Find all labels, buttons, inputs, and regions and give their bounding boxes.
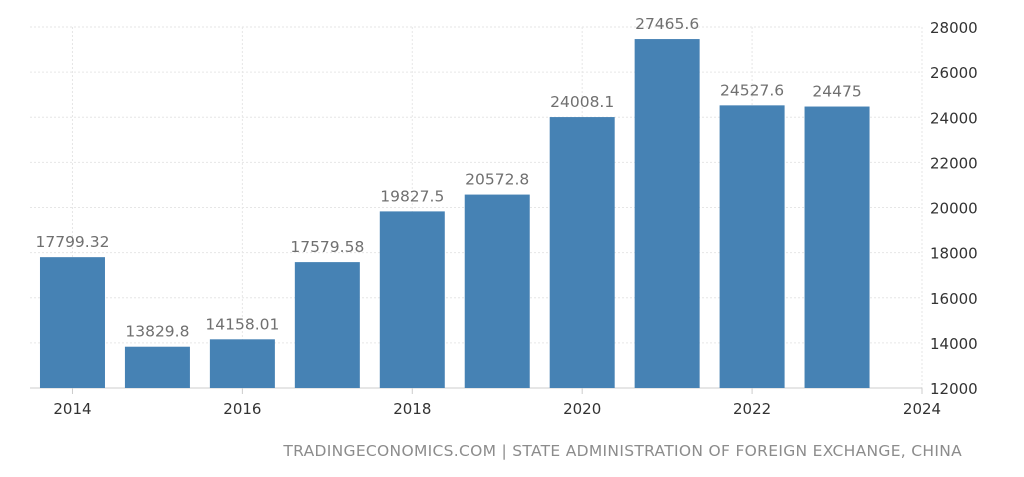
bar-2015 [124,346,190,388]
x-tick-label: 2014 [53,400,91,418]
bar-2017 [294,262,360,388]
x-tick-label: 2018 [393,400,431,418]
source-attribution: TRADINGECONOMICS.COM | STATE ADMINISTRAT… [283,442,962,460]
bar-2023 [804,106,870,389]
x-tick-label: 2022 [733,400,771,418]
bar-2014 [39,257,105,388]
data-label-2016: 14158.01 [205,315,279,333]
y-tick-label: 26000 [930,64,978,82]
x-tick-label: 2016 [223,400,261,418]
data-label-2019: 20572.8 [465,171,529,189]
bar-2018 [379,211,445,388]
data-label-2023: 24475 [812,83,861,101]
bar-2020 [549,117,615,388]
y-axis-ticks: 12000 14000 16000 18000 20000 22000 24000 26000… [930,19,978,398]
y-tick-label: 12000 [930,380,978,398]
bars [39,39,870,389]
x-tick-label: 2024 [903,400,941,418]
data-label-2022: 24527.6 [720,81,784,99]
y-tick-label: 16000 [930,290,978,308]
bar-2019 [464,194,530,388]
bar-2021 [634,39,700,388]
data-label-2014: 17799.32 [35,233,109,251]
y-tick-label: 22000 [930,154,978,172]
x-tick-label: 2020 [563,400,601,418]
y-tick-label: 28000 [930,19,978,37]
y-tick-label: 14000 [930,335,978,353]
data-label-2017: 17579.58 [290,238,364,256]
data-label-2021: 27465.6 [635,15,699,33]
bar-2016 [209,339,275,388]
y-tick-label: 24000 [930,109,978,127]
bar-2022 [719,105,785,389]
data-label-2015: 13829.8 [125,323,189,341]
data-label-2020: 24008.1 [550,93,614,111]
x-axis-ticks: 2014 2016 2018 2020 2022 2024 [53,388,941,418]
data-labels: 17799.32 13829.8 14158.01 17579.58 19827.5 20… [35,15,861,341]
data-label-2018: 19827.5 [380,187,444,205]
y-tick-label: 20000 [930,200,978,218]
y-tick-label: 18000 [930,245,978,263]
